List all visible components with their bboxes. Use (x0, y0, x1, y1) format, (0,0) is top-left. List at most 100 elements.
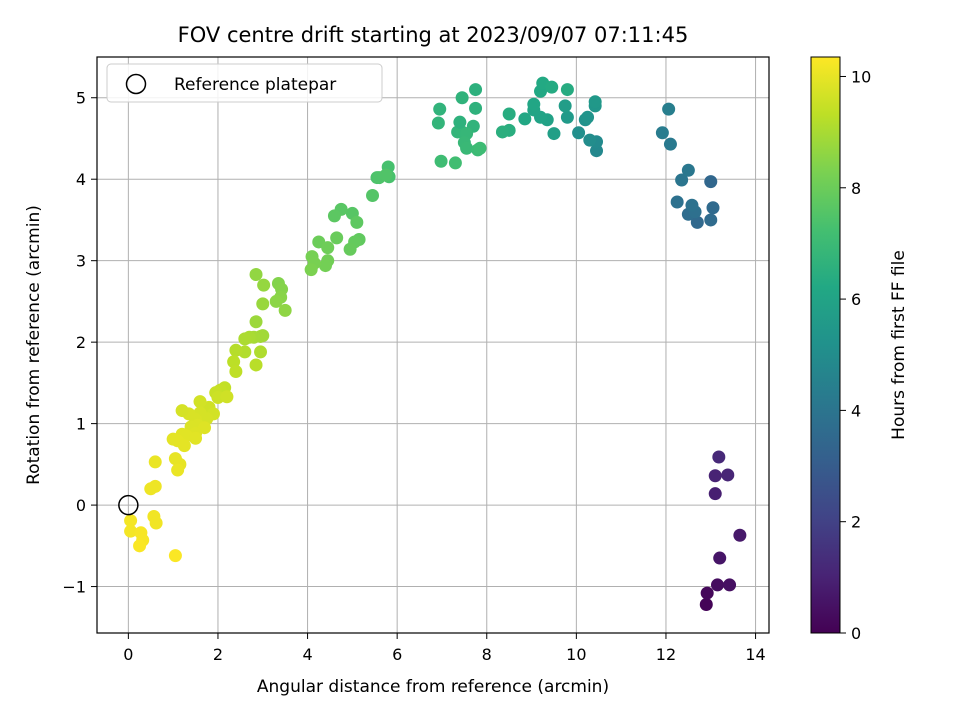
data-point (690, 215, 704, 229)
colorbar-tick-label: 2 (851, 513, 861, 532)
x-axis-label: Angular distance from reference (arcmin) (257, 677, 609, 697)
data-point (249, 268, 263, 282)
data-point (502, 107, 516, 121)
data-point (189, 431, 203, 445)
data-point (699, 597, 713, 611)
data-point (149, 516, 163, 530)
y-tick-label: 1 (76, 415, 86, 434)
data-point (249, 358, 263, 372)
data-point (144, 482, 158, 496)
data-point (558, 99, 572, 113)
reference-platepar-marker (118, 494, 139, 516)
colorbar-tick-label: 0 (851, 624, 861, 643)
colorbar-tick-label: 4 (851, 401, 861, 420)
data-point (220, 390, 234, 404)
data-point (193, 395, 207, 409)
data-point (547, 127, 561, 141)
data-point (721, 468, 735, 482)
data-point (675, 173, 689, 187)
data-point (469, 83, 483, 97)
data-point (304, 263, 318, 277)
data-point (663, 137, 677, 151)
data-point (495, 125, 509, 139)
data-points (124, 76, 747, 611)
data-point (379, 168, 393, 182)
data-point (455, 91, 469, 105)
data-point (527, 97, 541, 111)
data-point (124, 514, 138, 528)
data-point (655, 126, 669, 140)
data-point (710, 578, 724, 592)
data-point (148, 455, 162, 469)
data-point (227, 355, 241, 369)
data-point (171, 463, 185, 477)
data-point (229, 343, 243, 357)
plot-frame (96, 56, 770, 634)
legend-box (106, 63, 383, 103)
data-point (713, 551, 727, 565)
data-point (685, 198, 699, 212)
reference-marker-group (118, 494, 139, 516)
data-point (704, 175, 718, 189)
data-point (704, 213, 718, 227)
data-point (708, 469, 722, 483)
legend: Reference platepar (106, 63, 383, 103)
y-tick-label: 2 (76, 333, 86, 352)
y-tick-label: 4 (76, 170, 86, 189)
y-tick-label: 0 (76, 496, 86, 515)
data-point (712, 450, 726, 464)
data-point (460, 141, 474, 155)
y-tick-label: −1 (62, 578, 86, 597)
data-point (366, 189, 380, 203)
data-point (269, 294, 283, 308)
data-point (706, 201, 720, 215)
y-tick-label: 5 (76, 89, 86, 108)
x-tick-label: 14 (745, 645, 765, 664)
data-point (560, 110, 574, 124)
data-point (700, 586, 714, 600)
x-tick-label: 2 (213, 645, 223, 664)
data-point (545, 80, 559, 94)
colorbar-gradient (810, 56, 841, 634)
data-point (257, 278, 271, 292)
data-point (133, 539, 147, 553)
data-point (469, 101, 483, 115)
data-point (560, 83, 574, 97)
data-point (572, 126, 586, 140)
data-point (249, 315, 263, 329)
data-point (662, 102, 676, 116)
x-tick-label: 8 (482, 645, 492, 664)
data-point (177, 439, 191, 453)
legend-entry-reference: Reference platepar (174, 75, 336, 95)
data-point (321, 241, 335, 255)
data-point (453, 115, 467, 129)
data-point (229, 364, 243, 378)
data-point (590, 144, 604, 158)
colorbar-ticks: 0 2 4 6 8 10 (840, 67, 871, 643)
y-tick-label: 3 (76, 252, 86, 271)
x-tick-label: 10 (566, 645, 586, 664)
data-point (708, 487, 722, 501)
data-point (254, 345, 268, 359)
data-point (670, 195, 684, 209)
legend-reference-marker-icon (125, 73, 147, 95)
data-point (330, 231, 344, 245)
data-point (124, 524, 138, 538)
data-point (581, 110, 595, 124)
data-point (448, 156, 462, 170)
data-point (733, 528, 747, 542)
data-point (583, 133, 597, 147)
data-point (168, 549, 182, 563)
y-axis-label: Rotation from reference (arcmin) (24, 205, 44, 485)
data-point (166, 432, 180, 446)
data-point (723, 578, 737, 592)
colorbar-tick-label: 8 (851, 179, 861, 198)
data-point (278, 303, 292, 317)
x-tick-label: 12 (656, 645, 676, 664)
x-axis: 0 2 4 6 8 10 12 14 (123, 633, 766, 664)
data-point (327, 209, 341, 223)
data-point (318, 259, 332, 273)
data-point (434, 154, 448, 168)
data-point (175, 404, 189, 418)
